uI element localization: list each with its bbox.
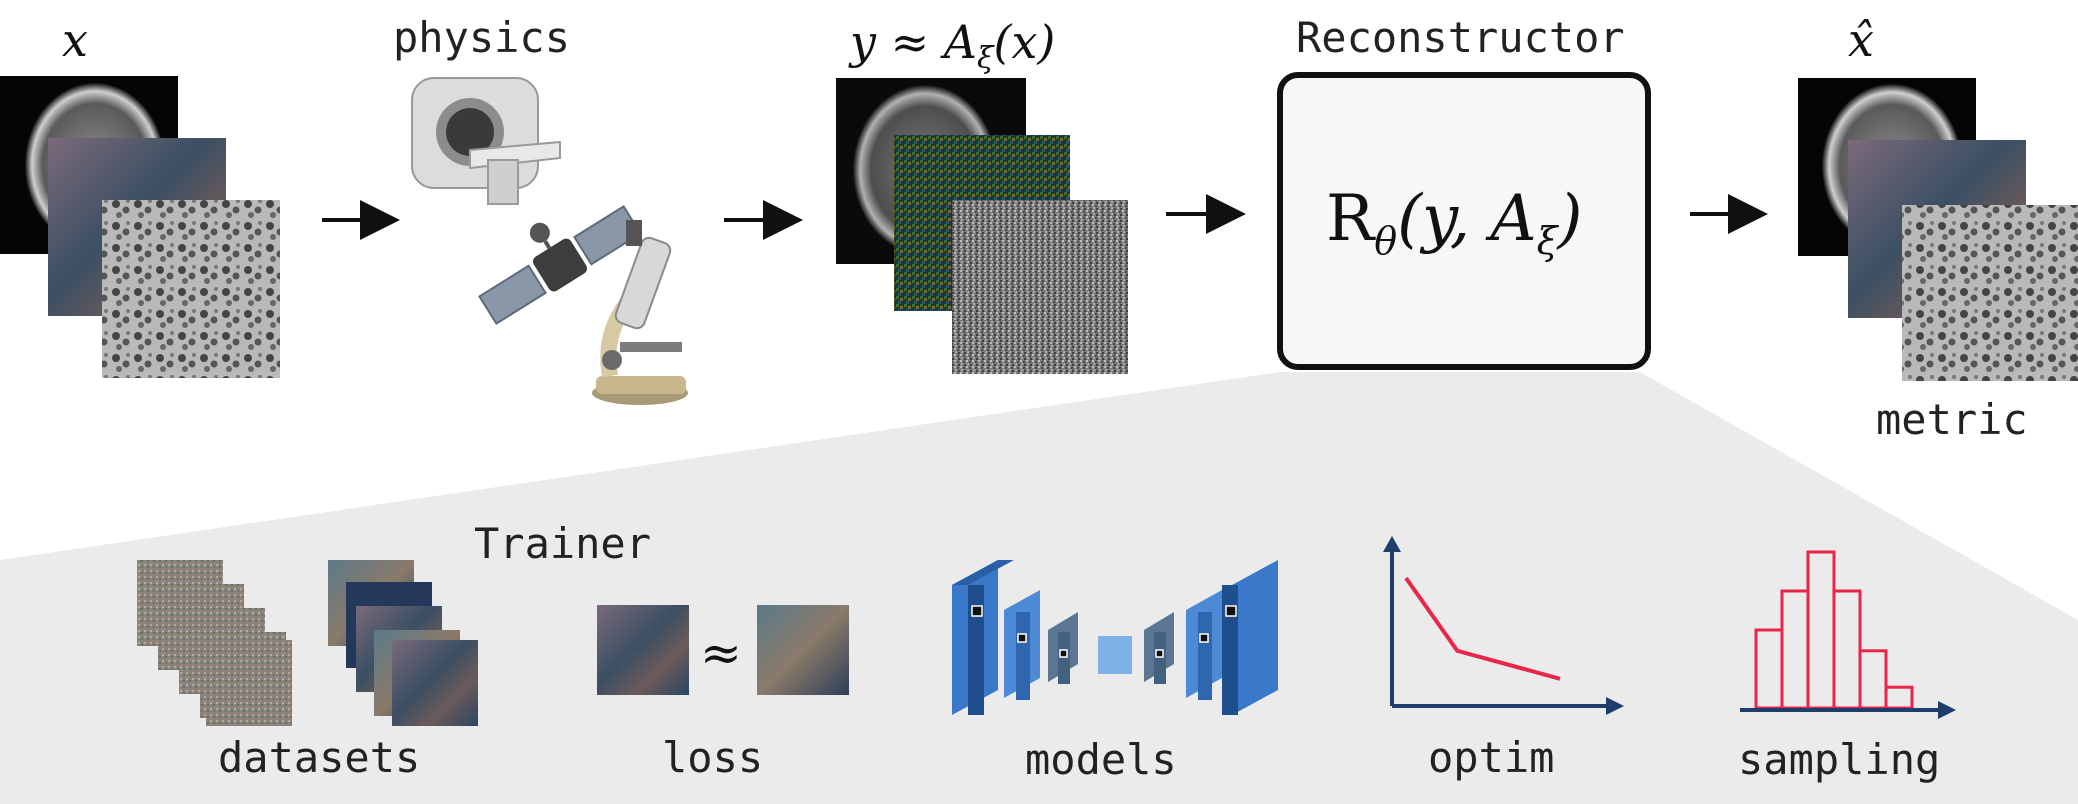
optim-loss-curve bbox=[1404, 576, 1561, 681]
satellite-icon bbox=[478, 205, 642, 325]
sampling-x-arrow bbox=[1938, 701, 1956, 719]
measurement-label: y ≈ Aξ(x) bbox=[848, 15, 1055, 76]
xhat-label: x̂ bbox=[1848, 13, 1874, 67]
noise-measurement bbox=[952, 200, 1128, 374]
output-image-stack bbox=[1798, 78, 2078, 381]
optim-chart bbox=[1383, 536, 1624, 715]
loss-label: loss bbox=[662, 733, 763, 782]
optim-x-arrow bbox=[1606, 697, 1624, 715]
cryo-output bbox=[1902, 205, 2078, 381]
reconstructor-formula: Rθ(y, Aξ) bbox=[1326, 182, 1583, 263]
svg-text:Rθ(y, Aξ): Rθ(y, Aξ) bbox=[1326, 182, 1583, 263]
measurement-image-stack bbox=[836, 78, 1128, 374]
loss-icon: ≈ bbox=[597, 605, 849, 695]
trainer-title: Trainer bbox=[474, 519, 651, 568]
reconstructor-box[interactable] bbox=[1277, 72, 1651, 370]
loss-image-b bbox=[757, 605, 849, 695]
input-image-stack bbox=[0, 76, 280, 378]
mri-scanner-icon bbox=[411, 77, 561, 205]
x-label: x bbox=[62, 13, 88, 67]
approx-symbol: ≈ bbox=[700, 624, 742, 682]
microscope-icon bbox=[592, 220, 688, 405]
datasets-icon bbox=[137, 560, 478, 726]
reconstructor-label: Reconstructor bbox=[1296, 13, 1625, 62]
models-icon bbox=[952, 560, 1278, 715]
svg-text:y ≈ Aξ(x): y ≈ Aξ(x) bbox=[848, 15, 1055, 76]
sampling-chart bbox=[1740, 550, 1956, 719]
trainer-panel bbox=[0, 372, 2078, 804]
metric-label: metric bbox=[1876, 395, 2028, 444]
loss-image-a bbox=[597, 605, 689, 695]
cryo-image bbox=[102, 200, 280, 378]
sampling-label: sampling bbox=[1738, 735, 1940, 784]
physics-label: physics bbox=[393, 13, 570, 62]
datasets-label: datasets bbox=[218, 733, 420, 782]
optim-label: optim bbox=[1428, 733, 1554, 782]
optim-y-arrow bbox=[1383, 536, 1401, 552]
models-label: models bbox=[1025, 735, 1177, 784]
